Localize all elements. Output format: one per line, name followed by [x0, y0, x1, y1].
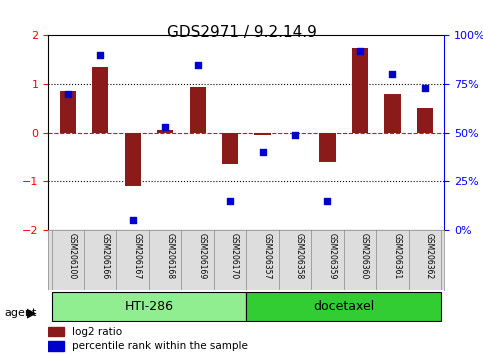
Point: [421, 85, 429, 91]
Point: [129, 217, 137, 223]
FancyBboxPatch shape: [52, 292, 246, 321]
Bar: [48, 327, 64, 336]
FancyBboxPatch shape: [246, 292, 441, 321]
Bar: [384, 94, 400, 133]
Text: GSM206169: GSM206169: [198, 233, 207, 279]
Point: [259, 149, 267, 155]
Point: [324, 198, 331, 204]
Text: agent: agent: [5, 308, 37, 318]
Text: HTI-286: HTI-286: [125, 300, 173, 313]
Bar: [60, 91, 76, 133]
Text: GSM206357: GSM206357: [263, 233, 271, 280]
Bar: [92, 67, 108, 133]
Bar: [417, 108, 433, 133]
Text: log2 ratio: log2 ratio: [72, 327, 122, 337]
Point: [161, 124, 169, 130]
Point: [97, 52, 104, 58]
Text: GSM206100: GSM206100: [68, 233, 77, 279]
Text: GSM206168: GSM206168: [165, 233, 174, 279]
Bar: [222, 133, 238, 164]
Text: GSM206359: GSM206359: [327, 233, 337, 280]
Bar: [125, 133, 141, 186]
Point: [64, 91, 71, 97]
Text: GSM206167: GSM206167: [133, 233, 142, 279]
Text: GDS2971 / 9.2.14.9: GDS2971 / 9.2.14.9: [167, 25, 316, 40]
Text: GSM206360: GSM206360: [360, 233, 369, 280]
Point: [356, 48, 364, 54]
Point: [194, 62, 201, 68]
Point: [226, 198, 234, 204]
Text: GSM206166: GSM206166: [100, 233, 109, 279]
Text: ▶: ▶: [27, 307, 36, 320]
Text: percentile rank within the sample: percentile rank within the sample: [72, 341, 248, 351]
Text: GSM206358: GSM206358: [295, 233, 304, 279]
Text: GSM206361: GSM206361: [392, 233, 401, 279]
Bar: [157, 130, 173, 133]
Text: docetaxel: docetaxel: [313, 300, 374, 313]
Bar: [48, 341, 64, 351]
Bar: [319, 133, 336, 162]
Text: GSM206170: GSM206170: [230, 233, 239, 279]
Bar: [255, 133, 270, 135]
Bar: [352, 47, 368, 133]
Point: [291, 132, 299, 138]
Bar: [189, 86, 206, 133]
Text: GSM206362: GSM206362: [425, 233, 434, 279]
Point: [388, 72, 396, 77]
